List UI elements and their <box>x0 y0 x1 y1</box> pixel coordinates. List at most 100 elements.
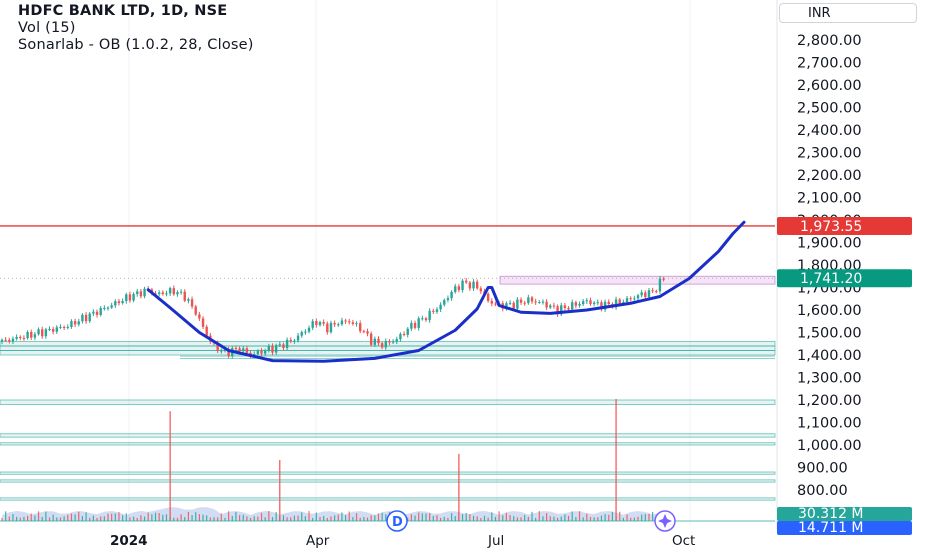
candle-body <box>329 323 333 333</box>
candle-body <box>545 301 548 308</box>
y-tick-label: 2,300.00 <box>797 146 862 162</box>
candle-body <box>70 321 73 327</box>
candle-body <box>538 302 541 304</box>
volume-indicator-label[interactable]: Vol (15) <box>18 20 76 36</box>
candle-body <box>410 322 413 329</box>
orderblock-zone <box>0 479 776 483</box>
candle-body <box>114 301 117 306</box>
candle-body <box>66 326 69 328</box>
candle-body <box>589 300 592 304</box>
x-tick-label: 2024 <box>110 533 148 549</box>
candle-body <box>380 343 384 348</box>
candle-body <box>187 299 190 301</box>
candle-body <box>11 338 15 342</box>
y-tick-label: 800.00 <box>797 483 848 499</box>
candle-body <box>461 280 464 291</box>
candle-body <box>571 302 574 310</box>
candle-body <box>596 302 599 304</box>
candle-body <box>439 304 442 310</box>
candle-body <box>198 314 201 319</box>
candle-body <box>307 327 311 332</box>
candle-body <box>494 303 497 305</box>
orderblock-zone <box>0 442 776 446</box>
candle-body <box>388 341 391 343</box>
candle-body <box>238 348 241 352</box>
candle-body <box>523 302 526 304</box>
candle-body <box>88 313 91 322</box>
candle-body <box>81 314 84 322</box>
y-tick-label: 2,700.00 <box>797 56 862 72</box>
candle-body <box>256 350 260 355</box>
y-tick-label: 2,200.00 <box>797 168 862 184</box>
resistance-price-badge: 1,973.55 <box>800 219 862 235</box>
candle-body <box>446 298 450 301</box>
candle-body <box>311 321 314 328</box>
candle-body <box>527 297 530 304</box>
candle-body <box>468 282 472 289</box>
candle-body <box>106 307 110 309</box>
candle-body <box>110 305 113 308</box>
candle-body <box>592 302 596 304</box>
candle-body <box>432 310 435 312</box>
currency-selector[interactable]: INR <box>779 3 917 23</box>
candle-body <box>435 309 439 312</box>
candle-body <box>326 323 329 333</box>
candle-body <box>242 348 245 352</box>
candle-body <box>337 324 340 326</box>
candle-body <box>165 293 168 295</box>
orderblock-zone <box>0 345 776 351</box>
orderblock-zone <box>0 433 776 438</box>
candle-body <box>300 332 303 336</box>
candle-body <box>465 280 468 283</box>
candle-body <box>351 322 355 324</box>
candle-body <box>556 306 559 315</box>
candle-body <box>77 321 80 325</box>
y-tick-label: 1,200.00 <box>797 393 862 409</box>
candle-body <box>194 306 197 315</box>
candle-body <box>391 341 395 343</box>
candle-body <box>395 339 398 342</box>
candle-body <box>92 311 95 314</box>
y-tick-label: 1,000.00 <box>797 438 862 454</box>
candle-body <box>636 295 640 299</box>
candle-body <box>274 345 278 353</box>
cup-and-handle-curve <box>146 220 746 363</box>
candle-body <box>585 300 589 302</box>
candle-body <box>406 328 409 335</box>
dividends-marker[interactable] <box>386 510 408 532</box>
candle-body <box>519 299 523 303</box>
symbol-title[interactable]: HDFC BANK LTD, 1D, NSE <box>18 3 228 19</box>
candle-body <box>201 318 205 327</box>
orderblock-indicator-label[interactable]: Sonarlab - OB (1.0.2, 28, Close) <box>18 37 254 53</box>
candle-body <box>37 329 40 335</box>
candle-body <box>95 311 99 315</box>
candle-body <box>234 348 238 350</box>
candle-body <box>205 326 208 336</box>
candle-body <box>359 323 362 332</box>
candle-body <box>139 291 143 297</box>
x-tick-label: Oct <box>672 533 695 549</box>
candle-body <box>227 349 230 357</box>
candle-body <box>402 334 406 336</box>
candle-body <box>278 344 281 346</box>
candle-body <box>344 320 347 322</box>
candle-body <box>304 331 307 333</box>
candle-body <box>640 292 643 296</box>
y-tick-label: 1,300.00 <box>797 371 862 387</box>
candle-body <box>399 334 402 340</box>
candle-body <box>618 299 621 304</box>
candle-body <box>600 302 603 310</box>
x-tick-label: Apr <box>306 533 330 549</box>
candle-body <box>479 288 483 292</box>
candle-body <box>421 318 424 320</box>
candle-body <box>651 290 654 292</box>
y-tick-label: 2,400.00 <box>797 123 862 139</box>
y-tick-label: 1,900.00 <box>797 236 862 252</box>
candle-body <box>560 305 563 315</box>
last-price-badge-bg <box>777 269 912 288</box>
candle-body <box>157 292 161 294</box>
candle-body <box>289 339 292 342</box>
y-tick-label: 2,500.00 <box>797 101 862 117</box>
